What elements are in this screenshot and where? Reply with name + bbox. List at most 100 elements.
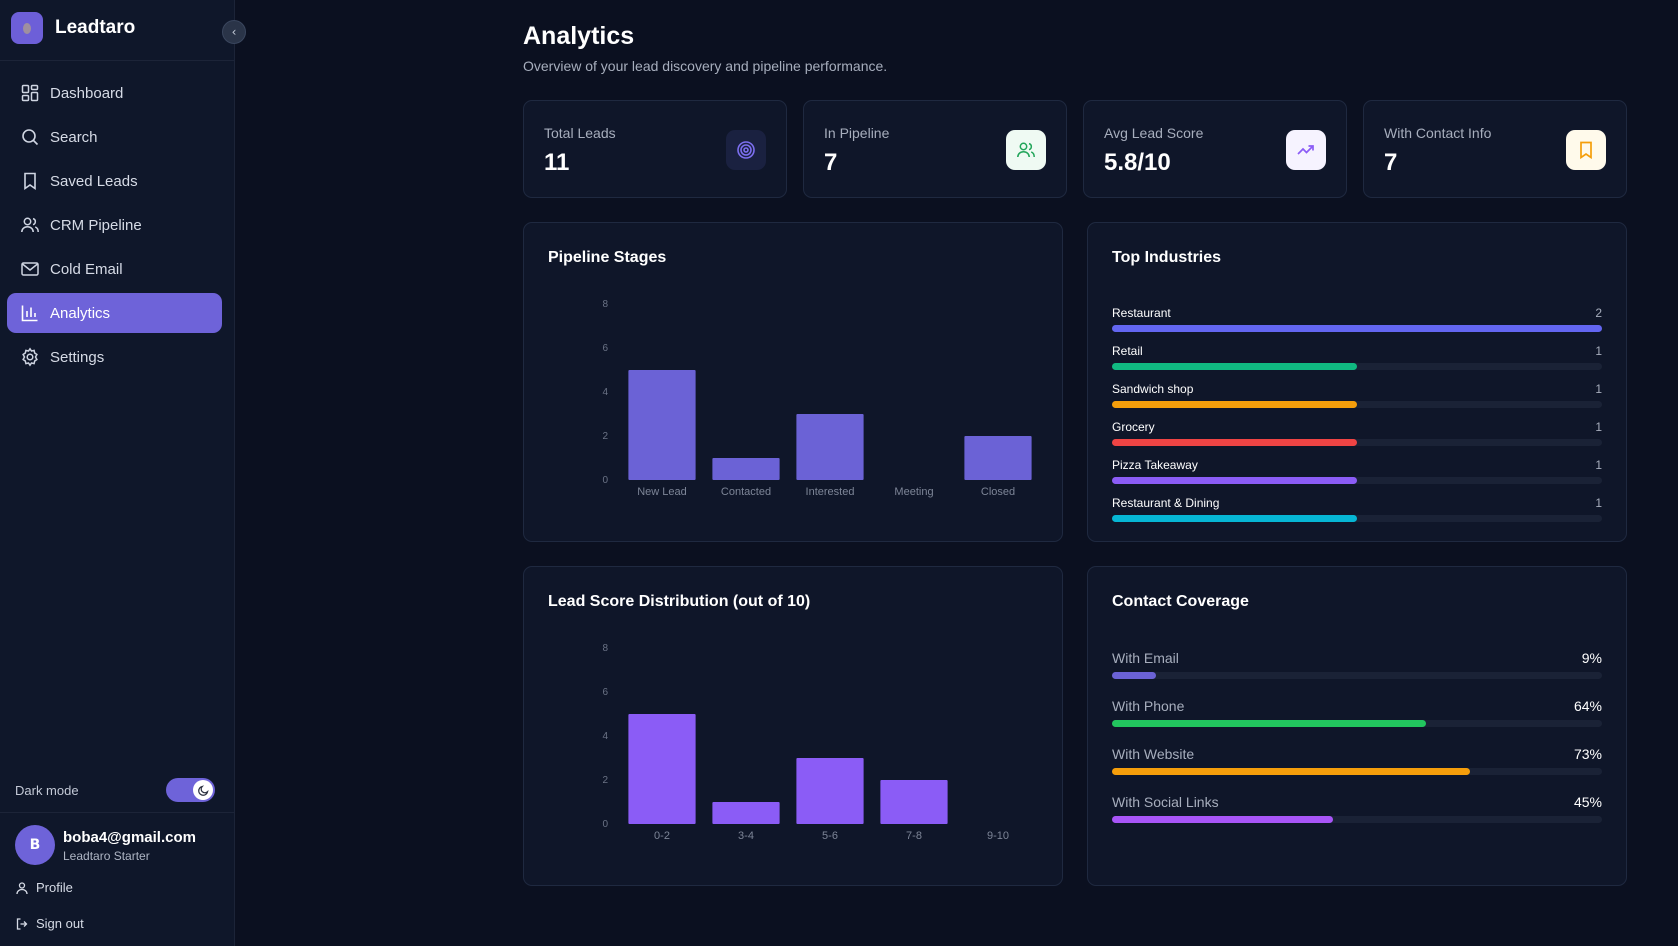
collapse-sidebar-button[interactable]: ‹: [222, 20, 246, 44]
x-tick-label: 5-6: [822, 830, 838, 842]
coverage-name: With Phone: [1112, 698, 1185, 714]
industry-count: 1: [1595, 344, 1602, 358]
x-tick-label: Contacted: [721, 486, 771, 498]
industry-count: 1: [1595, 496, 1602, 510]
x-tick-label: Interested: [806, 486, 855, 498]
bar-5-6: [796, 758, 864, 824]
page-subtitle: Overview of your lead discovery and pipe…: [523, 58, 888, 74]
industry-count: 1: [1595, 458, 1602, 472]
industry-bar-track: [1112, 325, 1602, 332]
sidebar-item-analytics[interactable]: Analytics: [7, 293, 222, 333]
sidebar-item-cold-email[interactable]: Cold Email: [7, 249, 222, 289]
x-tick-label: Closed: [981, 486, 1015, 498]
page-title: Analytics: [523, 22, 635, 50]
sidebar-item-label: Cold Email: [50, 260, 123, 278]
x-tick-label: 0-2: [654, 830, 670, 842]
stat-value: 7: [1384, 149, 1398, 176]
industry-bar-track: [1112, 439, 1602, 446]
industry-name: Grocery: [1112, 420, 1155, 434]
stat-value: 11: [544, 149, 570, 176]
stat-card-avg-lead-score: Avg Lead Score 5.8/10: [1083, 100, 1347, 198]
dark-mode-row: Dark mode: [15, 777, 215, 803]
industry-row: Sandwich shop 1: [1112, 382, 1602, 412]
sidebar-item-saved-leads[interactable]: Saved Leads: [7, 161, 222, 201]
stat-value: 5.8/10: [1104, 149, 1171, 176]
industry-count: 1: [1595, 382, 1602, 396]
brand-logo-icon[interactable]: [11, 12, 43, 44]
sidebar-nav: Dashboard Search Saved Leads CRM Pipelin…: [7, 73, 222, 381]
coverage-row: With Website 73%: [1112, 746, 1602, 782]
panel-title: Contact Coverage: [1112, 593, 1249, 610]
industry-row: Restaurant & Dining 1: [1112, 496, 1602, 526]
x-tick-label: 7-8: [906, 830, 922, 842]
sidebar-item-crm-pipeline[interactable]: CRM Pipeline: [7, 205, 222, 245]
industry-count: 1: [1595, 420, 1602, 434]
coverage-bar-track: [1112, 816, 1602, 823]
coverage-percent: 9%: [1581, 650, 1602, 666]
coverage-name: With Social Links: [1112, 794, 1219, 810]
bar-3-4: [712, 802, 780, 824]
bookmark-icon: [1566, 130, 1606, 170]
user-email: boba4@gmail.com: [63, 829, 196, 846]
sidebar-item-label: Analytics: [50, 304, 111, 322]
industry-bar-track: [1112, 363, 1602, 370]
user-icon: [16, 881, 28, 894]
industry-name: Restaurant: [1112, 306, 1171, 320]
coverage-bar-track: [1112, 768, 1602, 775]
y-tick-label: 0: [602, 819, 608, 830]
bar-7-8: [880, 780, 948, 824]
industry-bar-track: [1112, 515, 1602, 522]
search-icon: [20, 127, 40, 147]
coverage-name: With Website: [1112, 746, 1195, 762]
avatar[interactable]: B: [15, 825, 55, 865]
chevron-left-icon: ‹: [231, 25, 237, 39]
coverage-row: With Social Links 45%: [1112, 794, 1602, 830]
coverage-bar-fill: [1112, 768, 1470, 775]
coverage-bar-fill: [1112, 720, 1426, 727]
industry-bar-fill: [1112, 325, 1602, 332]
industry-row: Grocery 1: [1112, 420, 1602, 450]
sidebar-item-search[interactable]: Search: [7, 117, 222, 157]
industry-bar-track: [1112, 477, 1602, 484]
y-tick-label: 8: [602, 299, 608, 310]
stat-label: In Pipeline: [824, 125, 890, 141]
industry-name: Sandwich shop: [1112, 382, 1194, 396]
industry-name: Pizza Takeaway: [1112, 458, 1198, 472]
stat-label: Avg Lead Score: [1104, 125, 1204, 141]
top-industries-panel: Top Industries Restaurant 2 Retail 1 Sandwic…: [1087, 222, 1627, 542]
industry-bar-fill: [1112, 515, 1357, 522]
sidebar-item-settings[interactable]: Settings: [7, 337, 222, 377]
sign-out-link[interactable]: Sign out: [15, 916, 84, 931]
sidebar: Leadtaro Dashboard Search Saved Leads: [0, 0, 235, 946]
industry-bar-fill: [1112, 439, 1357, 446]
profile-link[interactable]: Profile: [15, 880, 73, 895]
dark-mode-toggle[interactable]: [166, 778, 215, 802]
lead-score-panel: Lead Score Distribution (out of 10) 0 2 4 6…: [523, 566, 1063, 886]
x-tick-label: 3-4: [738, 830, 754, 842]
y-tick-label: 4: [602, 731, 608, 742]
industry-bar-fill: [1112, 363, 1357, 370]
contact-coverage-panel: Contact Coverage With Email 9% With Phone 6…: [1087, 566, 1627, 886]
user-plan: Leadtaro Starter: [63, 849, 150, 863]
coverage-percent: 73%: [1573, 746, 1602, 762]
y-tick-label: 6: [602, 343, 608, 354]
bar-new-lead: [628, 370, 696, 480]
stat-card-total-leads: Total Leads 11: [523, 100, 787, 198]
sidebar-item-label: Dashboard: [50, 84, 124, 102]
lead-score-chart: 0 2 4 6 8 0-2 3-4 5-6 7-8 9-10: [602, 643, 1009, 842]
coverage-bar-fill: [1112, 816, 1333, 823]
coverage-row: With Email 9%: [1112, 650, 1602, 686]
bar-closed: [964, 436, 1032, 480]
industry-row: Retail 1: [1112, 344, 1602, 374]
sidebar-item-label: Settings: [50, 348, 105, 366]
stat-card-in-pipeline: In Pipeline 7: [803, 100, 1067, 198]
mail-icon: [20, 259, 40, 279]
pipeline-stages-panel: Pipeline Stages 0 2 4 6 8 New Lead Contacted In…: [523, 222, 1063, 542]
brand: Leadtaro: [0, 0, 235, 61]
coverage-row: With Phone 64%: [1112, 698, 1602, 734]
coverage-bar-track: [1112, 672, 1602, 679]
coverage-bar-fill: [1112, 672, 1157, 679]
y-tick-label: 8: [602, 643, 608, 654]
sidebar-item-dashboard[interactable]: Dashboard: [7, 73, 222, 113]
